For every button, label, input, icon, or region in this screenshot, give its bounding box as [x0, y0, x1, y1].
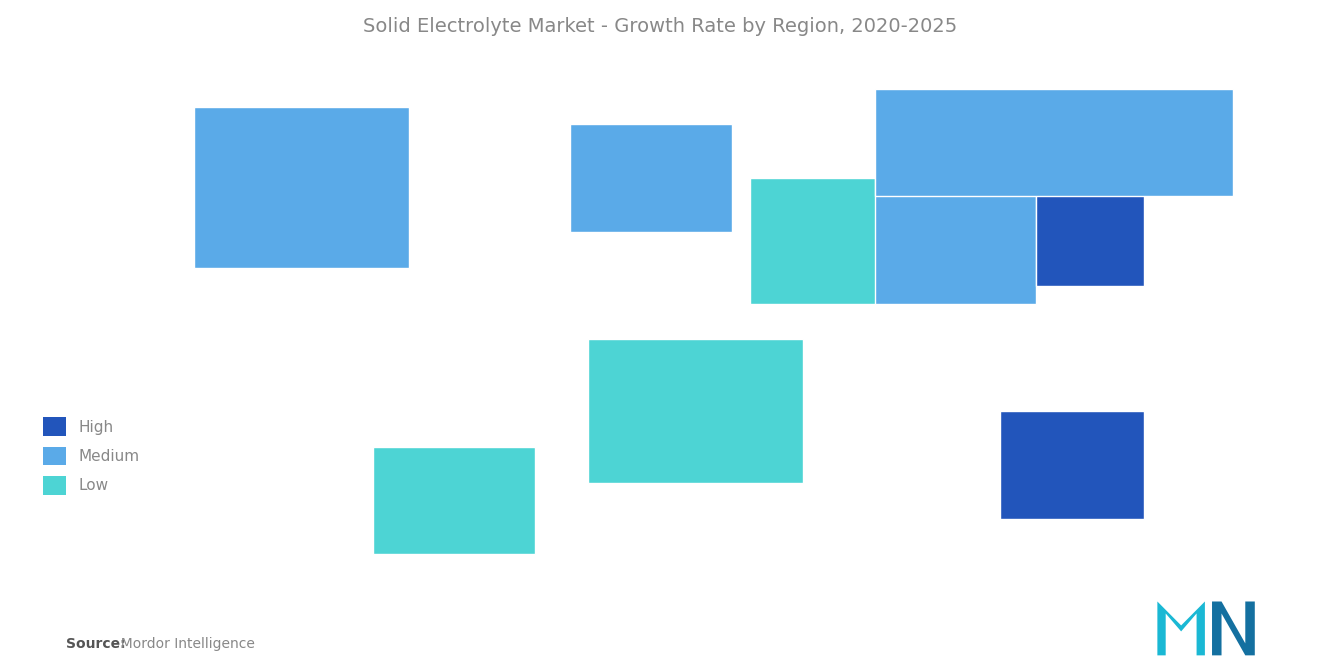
Bar: [875, 160, 1036, 304]
Polygon shape: [1158, 601, 1205, 656]
Polygon shape: [1212, 601, 1255, 656]
Bar: [750, 178, 965, 304]
Bar: [570, 124, 731, 232]
Bar: [374, 447, 535, 555]
Title: Solid Electrolyte Market - Growth Rate by Region, 2020-2025: Solid Electrolyte Market - Growth Rate b…: [363, 17, 957, 36]
Bar: [1001, 411, 1143, 519]
Text: Source:: Source:: [66, 637, 125, 652]
Bar: [1036, 178, 1143, 286]
Bar: [194, 106, 409, 268]
Legend: High, Medium, Low: High, Medium, Low: [36, 410, 147, 502]
Bar: [589, 339, 804, 483]
Text: Mordor Intelligence: Mordor Intelligence: [112, 637, 255, 652]
Bar: [875, 88, 1233, 196]
